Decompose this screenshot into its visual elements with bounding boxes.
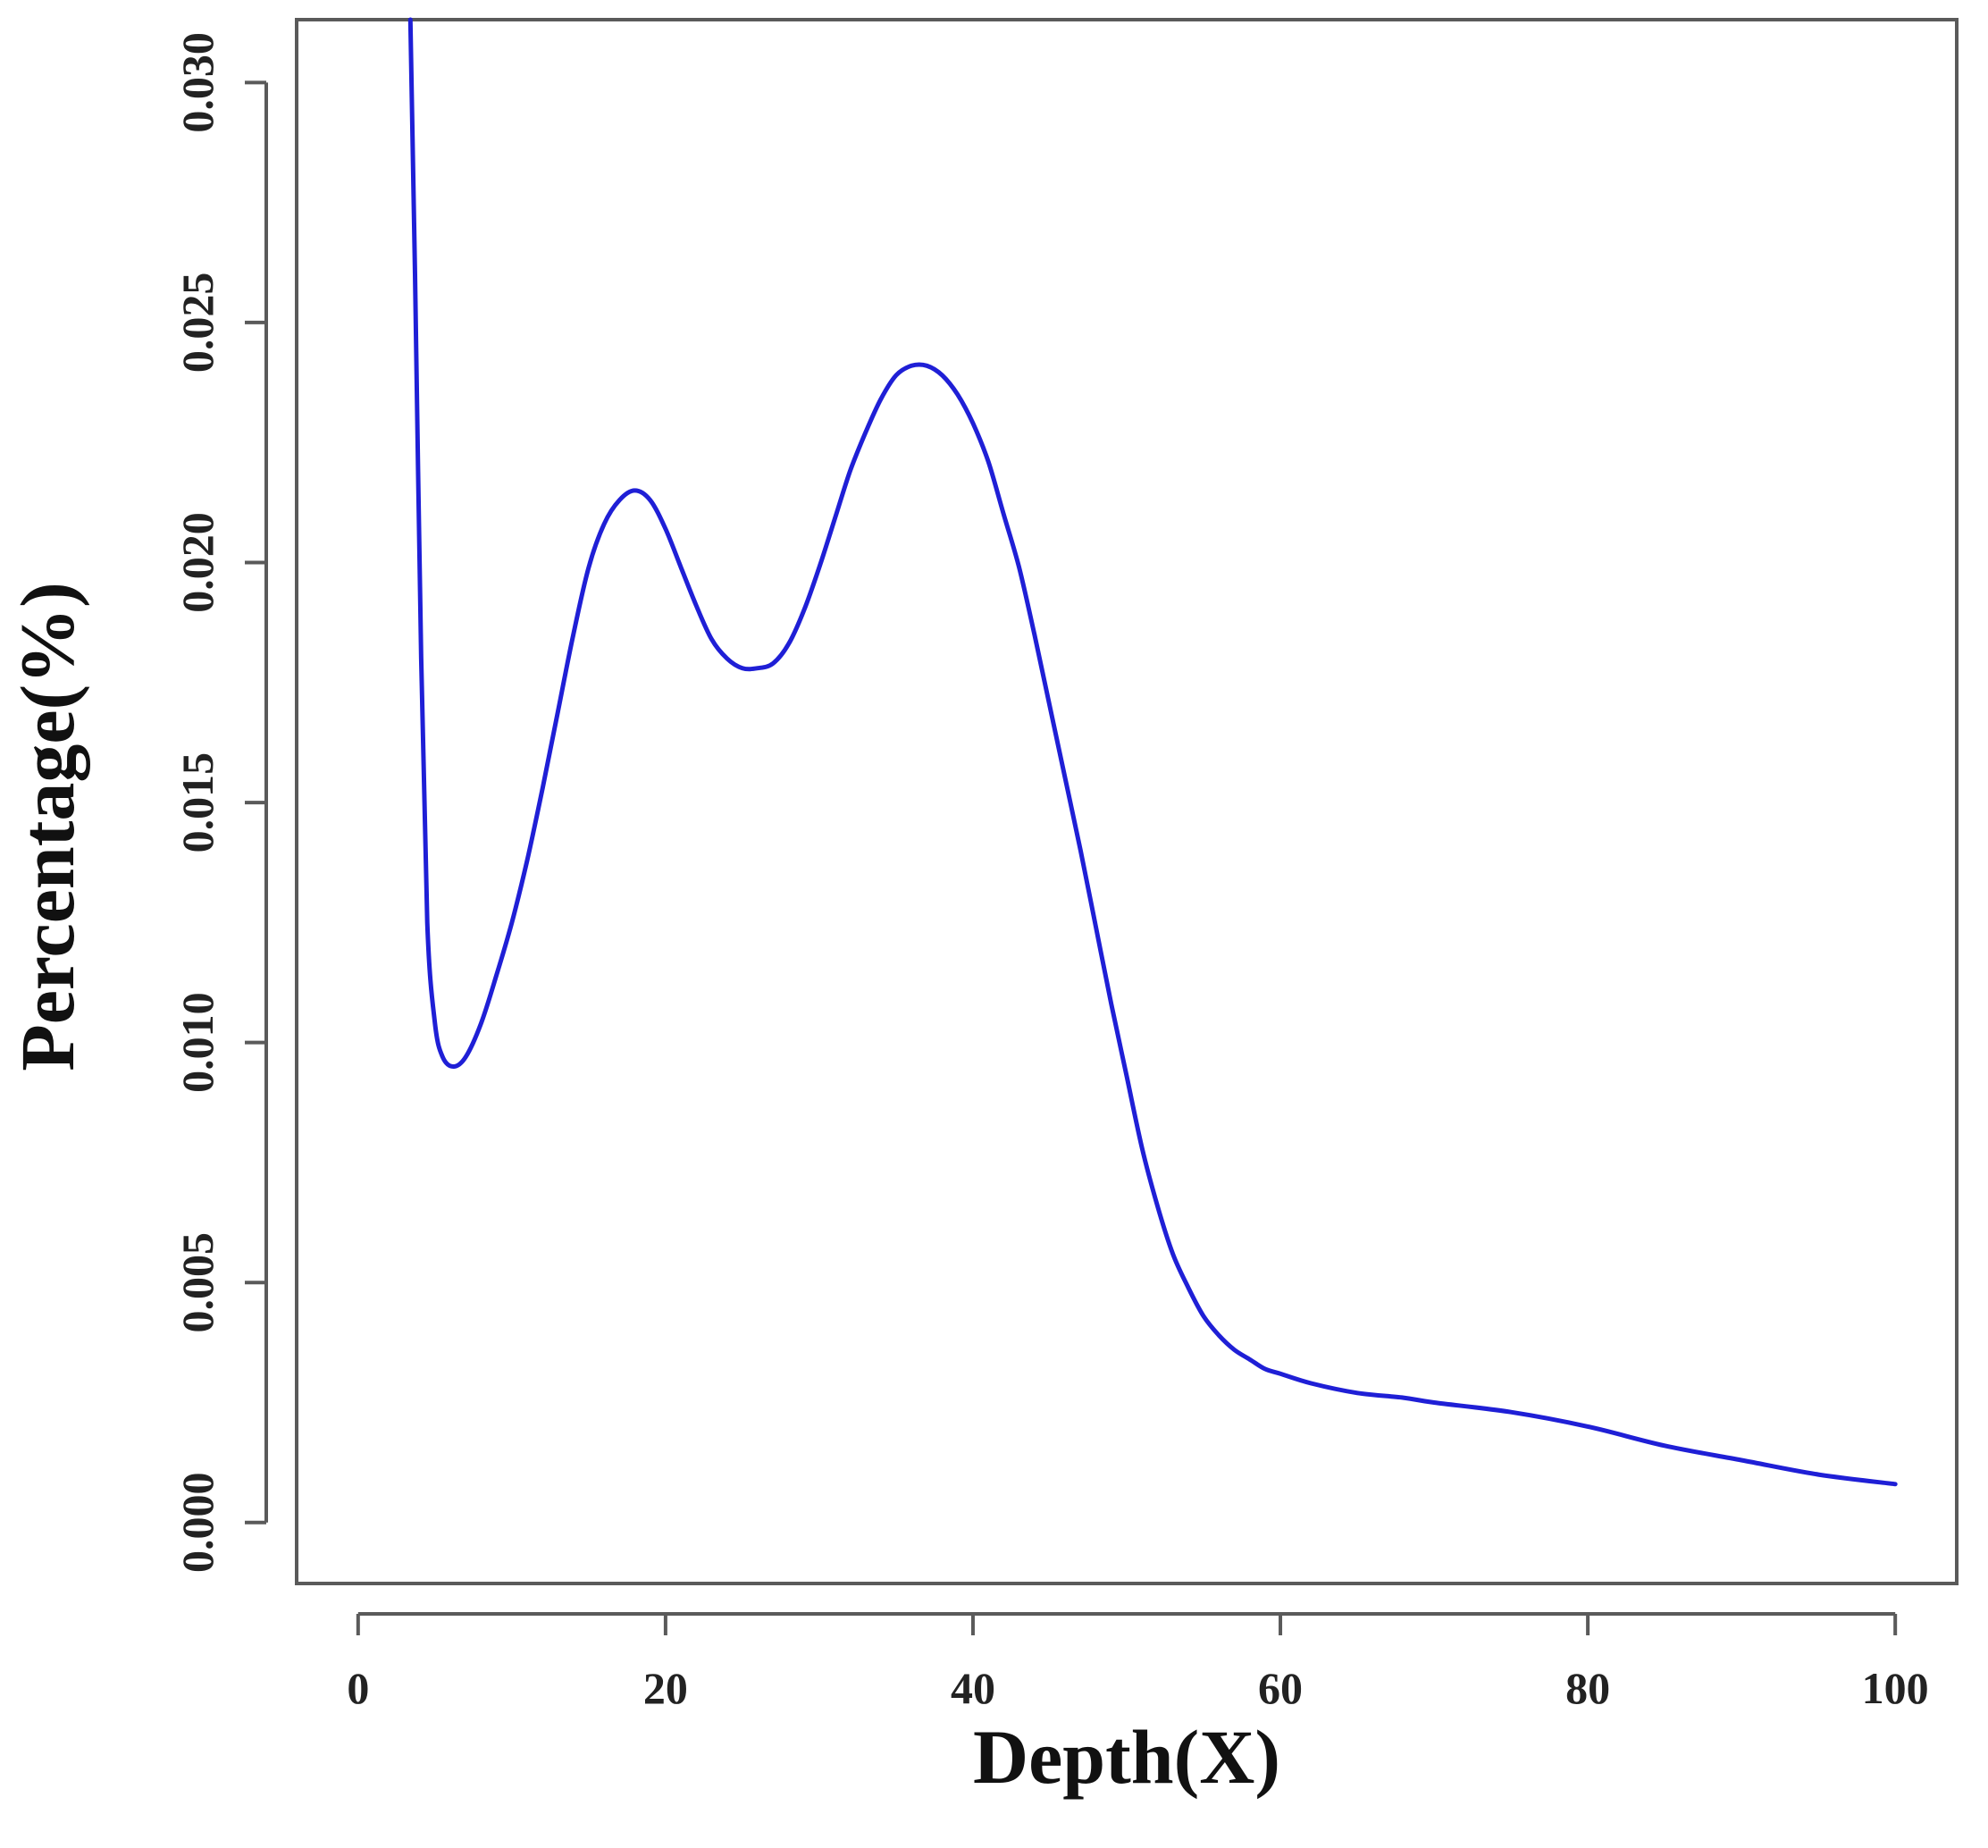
y-tick-label: 0.030 bbox=[172, 32, 222, 133]
x-tick-label: 60 bbox=[1258, 1663, 1303, 1713]
y-tick-label: 0.015 bbox=[172, 752, 222, 853]
depth-percentage-line bbox=[407, 17, 1898, 1487]
y-tick-label: 0.020 bbox=[172, 512, 222, 613]
x-axis-title: Depth(X) bbox=[973, 1714, 1280, 1800]
y-tick-label: 0.000 bbox=[172, 1473, 222, 1574]
x-axis: 0 20 40 60 80 100 bbox=[347, 1612, 1929, 1713]
y-axis-title: Percentage(%) bbox=[4, 582, 90, 1071]
y-tick-label: 0.025 bbox=[172, 273, 222, 374]
y-tick-label: 0.010 bbox=[172, 992, 222, 1093]
x-tick-label: 20 bbox=[643, 1663, 688, 1713]
x-tick-label: 100 bbox=[1862, 1663, 1929, 1713]
y-tick-label: 0.005 bbox=[172, 1232, 222, 1333]
plot-frame bbox=[295, 18, 1959, 1585]
y-axis: 0.000 0.005 0.010 0.015 0.020 0.025 0.030 bbox=[172, 32, 268, 1574]
x-tick-label: 80 bbox=[1565, 1663, 1610, 1713]
x-tick-label: 0 bbox=[347, 1663, 369, 1713]
x-tick-label: 40 bbox=[951, 1663, 995, 1713]
